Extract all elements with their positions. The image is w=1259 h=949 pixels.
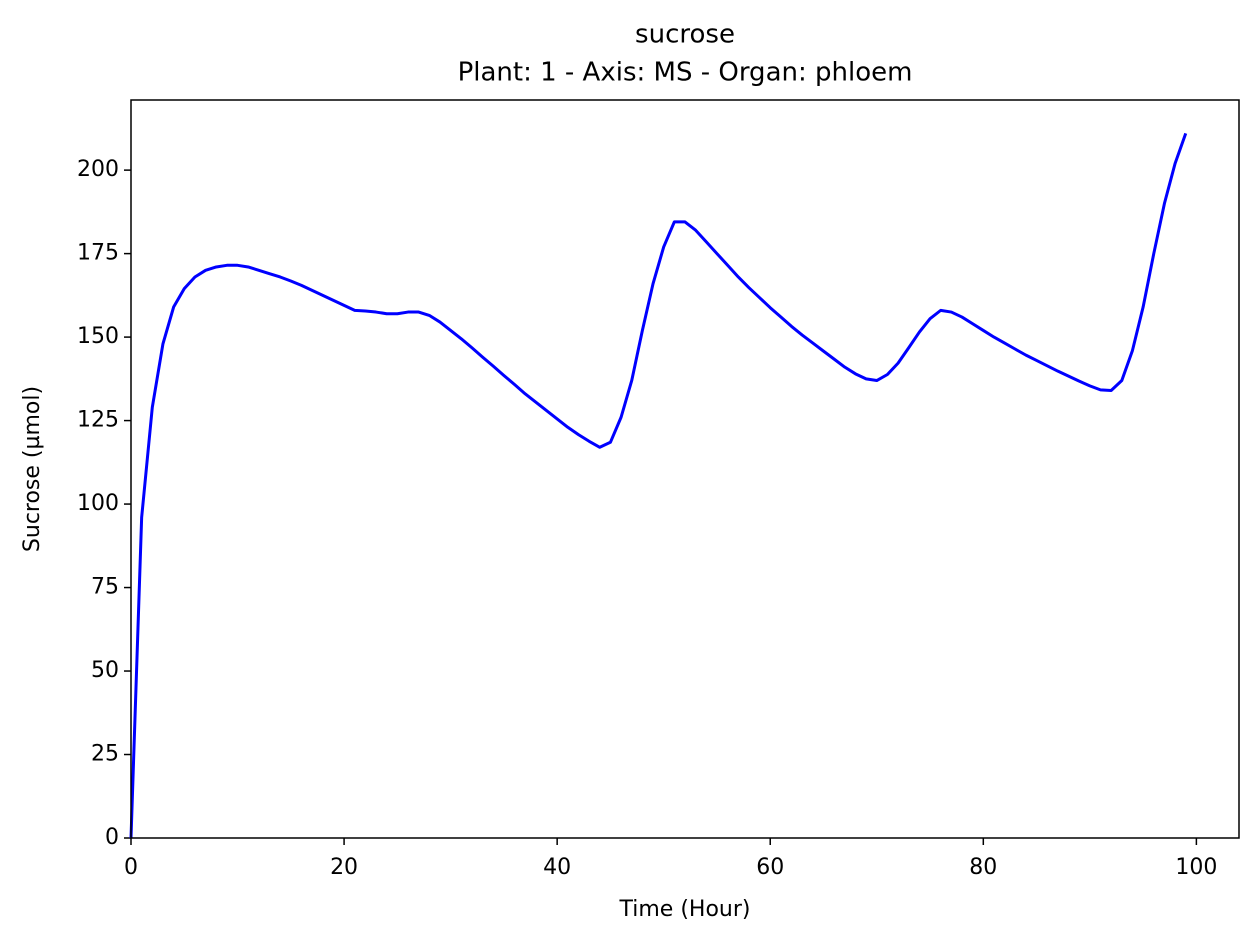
y-tick-label: 100 <box>77 491 119 516</box>
y-tick-label: 150 <box>77 324 119 349</box>
y-axis-label: Sucrose (µmol) <box>20 386 45 552</box>
data-line <box>129 132 1188 839</box>
y-tick-label: 200 <box>77 157 119 182</box>
x-tick-label: 0 <box>124 855 138 880</box>
x-tick-label: 80 <box>969 855 997 880</box>
y-tick-label: 0 <box>105 825 119 850</box>
y-tick-label: 175 <box>77 241 119 266</box>
y-tick-label: 25 <box>91 742 119 767</box>
x-tick-label: 20 <box>330 855 358 880</box>
x-tick-label: 60 <box>756 855 784 880</box>
chart-title: sucrose <box>635 20 735 50</box>
y-tick-label: 75 <box>91 575 119 600</box>
x-tick-label: 100 <box>1175 855 1217 880</box>
y-tick-label: 50 <box>91 658 119 683</box>
plot-frame <box>130 99 1240 839</box>
chart-subtitle: Plant: 1 - Axis: MS - Organ: phloem <box>458 58 913 88</box>
x-tick-label: 40 <box>543 855 571 880</box>
x-axis-label: Time (Hour) <box>619 897 751 922</box>
y-tick-label: 125 <box>77 408 119 433</box>
